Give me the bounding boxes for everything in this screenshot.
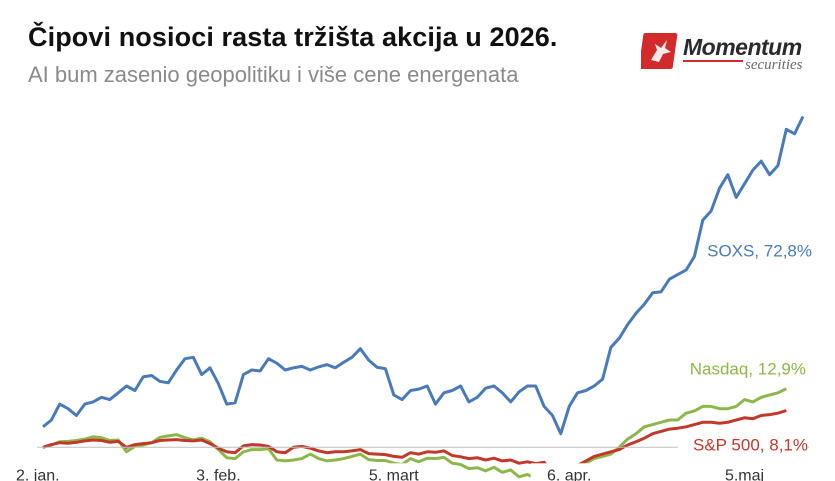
logo-rule: [683, 60, 743, 62]
end-label-mask: [677, 433, 808, 456]
end-label-s-p-500: S&P 500, 8,1%: [693, 436, 808, 455]
series-line-nasdaq: [42, 387, 787, 481]
end-label-nasdaq: Nasdaq, 12,9%: [690, 360, 806, 379]
x-tick-mask: [355, 463, 433, 481]
x-tick-mask: [12, 463, 89, 481]
series-line-s-p-500: [42, 409, 787, 481]
series-layer: [42, 115, 805, 481]
bull-icon: [638, 33, 678, 69]
chart-subtitle: AI bum zasenio geopolitiku i više cene e…: [28, 62, 519, 87]
logo-wordmark: Momentum: [683, 34, 802, 60]
end-label-soxs: SOXS, 72,8%: [707, 242, 812, 261]
momentum-logo: Momentum securities: [638, 30, 821, 78]
x-tick-mask: [715, 463, 774, 481]
x-tick-layer: 2. jan. 3. feb. 5. mart 6. apr. 5.maj: [12, 463, 774, 481]
series-line-soxs: [42, 115, 805, 436]
end-label-layer: SOXS, 72,8% Nasdaq, 12,9% S&P 500, 8,1%: [677, 242, 812, 456]
x-tick-label: 3. feb.: [196, 467, 240, 481]
x-tick-mask: [530, 463, 608, 481]
x-tick-label: 2. jan.: [16, 467, 60, 481]
x-tick-label: 6. apr.: [547, 467, 591, 481]
x-tick-label: 5.maj: [725, 467, 764, 481]
x-tick-mask: [179, 463, 257, 481]
logo-subtitle: securities: [745, 57, 803, 73]
x-tick-label: 5. mart: [369, 467, 419, 481]
chart-title: Čipovi nosioci rasta tržišta akcija u 20…: [28, 22, 558, 52]
